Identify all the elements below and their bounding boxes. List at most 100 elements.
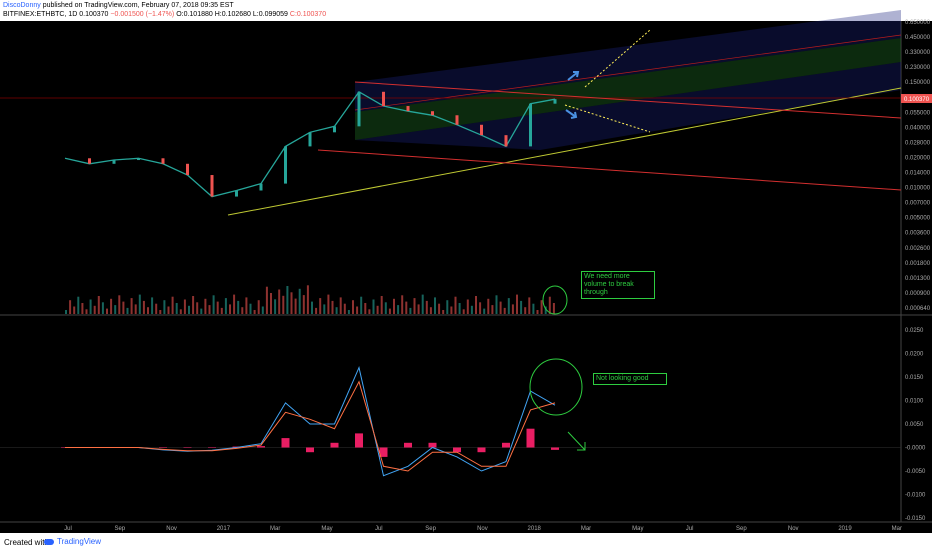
volume-bar [540,300,543,314]
symbol-label: BITFINEX:ETHBTC, 1D [3,11,78,18]
candle-mark [333,126,336,133]
macd-axis-ticks: 0.0250 0.0200 0.0150 0.0100 0.0050 -0.0000 -0.… [905,328,926,522]
price-tick-label: 0.001800 [905,261,931,267]
price-axis-ticks: 0.650000 0.450000 0.330000 0.230000 0.150000… [905,20,931,312]
volume-bar [360,296,363,314]
resistance-trendline [354,81,902,119]
volume-bar [122,301,125,314]
time-tick-label: 2018 [528,526,542,532]
published-text: published on TradingView.com, February 0… [42,2,234,9]
volume-bar [438,303,441,314]
price-tick-label: 0.040000 [905,125,931,131]
volume-bar [516,294,518,314]
volume-bar [298,288,301,314]
volume-bar [397,305,400,314]
volume-bar [311,301,313,314]
volume-bar [134,304,137,314]
macd-tick-label: -0.0150 [905,516,926,522]
volume-bar [106,308,108,314]
volume-bar [425,300,428,314]
macd-histogram-bar [477,447,486,453]
time-tick-label: Mar [270,526,280,532]
macd-plot [0,365,901,477]
volume-bar [175,303,178,314]
volume-bar [167,306,170,314]
volume-bar [261,306,264,314]
macd-line [65,365,556,477]
candle-mark [382,91,385,107]
volume-bar [229,304,231,314]
volume-bar [249,303,252,314]
last-price-badge-text: 0.100370 [904,97,930,103]
candle-mark [235,190,238,197]
volume-bar [278,289,281,314]
volume-bar [454,296,457,314]
low-value: L:0.099059 [252,11,288,18]
time-tick-label: Nov [477,526,488,532]
volume-circle [542,285,568,315]
volume-bar [147,307,149,314]
volume-bar [270,293,272,314]
created-with: Created with [4,538,49,547]
volume-bar [499,301,502,314]
volume-bar [528,297,531,314]
macd-tick-label: 0.0250 [905,328,924,334]
volume-bar [532,303,535,314]
channel-lower-blue [355,62,901,150]
pitchfork-median [354,34,902,111]
macd-annotation: Not looking good [593,373,667,385]
volume-bar [237,300,240,314]
macd-histogram-bar [355,433,363,448]
volume-bar [462,309,465,314]
volume-bar [245,297,248,314]
time-tick-label: 2019 [838,526,852,532]
volume-bar [413,298,416,314]
volume-bar [434,297,436,314]
macd-histogram-bar [281,438,290,448]
volume-bar [155,303,158,314]
volume-bar [265,286,268,314]
volume-bar [352,300,354,314]
tradingview-brand[interactable]: TradingView [57,537,102,546]
volume-bar [81,303,84,314]
macd-histogram-bar [208,447,216,448]
volume-bar [405,301,408,314]
volume-bar [73,306,76,314]
channel-upper-blue [355,10,901,112]
volume-bar [466,299,469,314]
volume-bar [347,310,350,314]
volume-bar [483,308,486,314]
time-tick-label: Sep [425,526,436,532]
volume-bar [212,295,215,314]
volume-bar [196,302,199,314]
volume-bar [442,310,445,314]
price-tick-label: 0.000640 [905,306,931,312]
price-tick-label: 0.010000 [905,186,931,192]
candle-mark [504,135,508,147]
author-link[interactable]: DiscoDonny [3,2,41,9]
volume-bar [257,300,260,314]
time-tick-label: Mar [581,526,591,532]
time-tick-label: Jul [686,526,694,532]
close-value: C:0.100370 [289,11,327,18]
price-tick-label: 0.330000 [905,50,931,56]
volume-bar [233,294,236,314]
volume-bar [220,307,223,314]
volume-bar [548,296,551,314]
candle-mark [455,115,459,125]
last-price-badge [901,94,932,103]
volume-bar [372,299,375,314]
price-tick-label: 0.003600 [905,231,931,237]
arrow-down-green-icon [567,431,586,451]
macd-histogram-bar [330,442,339,448]
volume-bar [188,305,190,314]
volume-bar [507,298,510,314]
candle-mark [112,160,116,164]
last-price: 0.100370 [79,11,109,18]
time-tick-label: Sep [114,526,125,532]
candle-mark [161,158,165,164]
arrow-down-icon [565,109,578,119]
volume-bar [171,296,174,314]
volume-bar [339,297,342,314]
